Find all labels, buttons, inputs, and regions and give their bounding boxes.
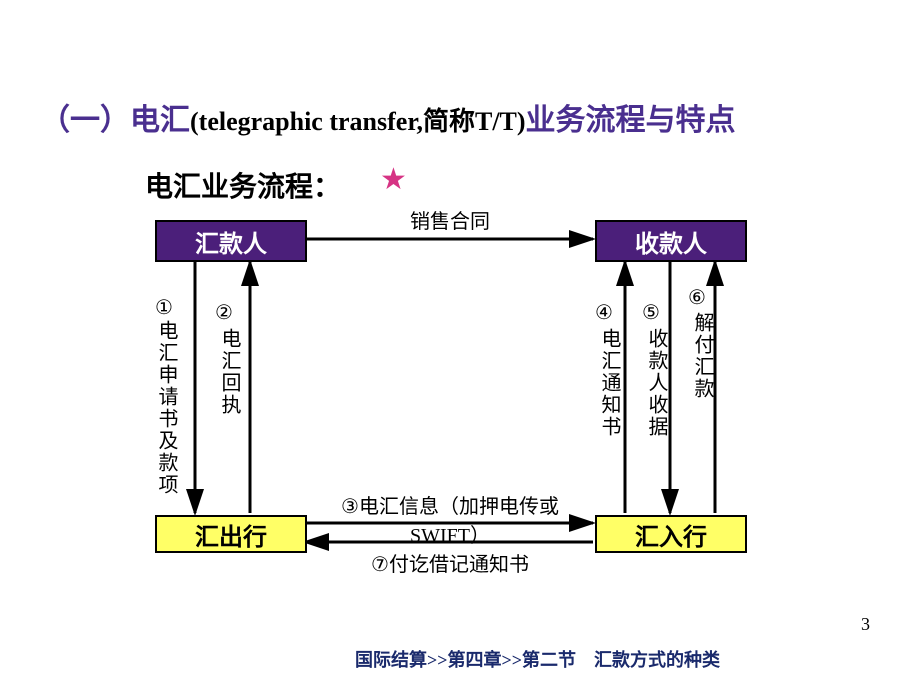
edge-num-2: ② <box>215 300 233 325</box>
page-title: （一）电汇(telegraphic transfer,简称T/T)业务流程与特点 <box>40 95 736 139</box>
node-remit-bank: 汇出行 <box>155 515 307 553</box>
edge-label-top: 销售合同 <box>390 205 510 234</box>
edge-label-mid2: ⑦付讫借记通知书 <box>330 548 570 577</box>
title-middle: (telegraphic transfer,简称T/T) <box>190 107 526 136</box>
edge-label-mid1: ③电汇信息（加押电传或SWIFT） <box>310 490 590 548</box>
edge-text-3: 电汇信息（加押电传或SWIFT） <box>359 496 559 547</box>
edge-group-2: ② <box>215 300 233 325</box>
footer-breadcrumb: 国际结算>>第四章>>第二节 汇款方式的种类 <box>355 646 720 672</box>
edge-text-6: 解付汇款 <box>691 312 713 400</box>
edge-group-5: ⑤ <box>642 300 660 325</box>
edge-text-4: 电汇通知书 <box>598 328 620 438</box>
star-icon: ★ <box>380 162 407 197</box>
edge-text-7: 付讫借记通知书 <box>389 554 529 576</box>
edge-group-4: ④ <box>595 300 613 325</box>
node-paying-bank: 汇入行 <box>595 515 747 553</box>
edge-num-4: ④ <box>595 300 613 325</box>
edge-num-7: ⑦ <box>371 552 389 577</box>
title-prefix: （一）电汇 <box>40 104 190 137</box>
edge-num-6: ⑥ <box>688 285 706 310</box>
subtitle: 电汇业务流程： <box>145 165 341 205</box>
page-number: 3 <box>861 614 870 635</box>
edge-text-5: 收款人收据 <box>645 328 667 438</box>
edge-num-1: ① <box>155 295 173 320</box>
node-remitter: 汇款人 <box>155 220 307 262</box>
title-suffix: 业务流程与特点 <box>526 104 736 137</box>
edge-text-2: 电汇回执 <box>218 328 240 416</box>
edge-group-6: ⑥ <box>688 285 706 310</box>
node-payee: 收款人 <box>595 220 747 262</box>
edge-num-5: ⑤ <box>642 300 660 325</box>
edge-num-3: ③ <box>341 494 359 519</box>
edge-text-1: 电汇申请书及款项 <box>155 320 177 496</box>
edge-group-1: ① <box>155 295 173 320</box>
